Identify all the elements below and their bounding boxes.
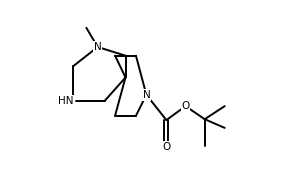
Text: N: N <box>142 90 150 100</box>
Text: N: N <box>94 42 102 52</box>
Text: HN: HN <box>58 96 73 106</box>
Text: O: O <box>181 101 190 111</box>
Text: O: O <box>162 142 170 152</box>
